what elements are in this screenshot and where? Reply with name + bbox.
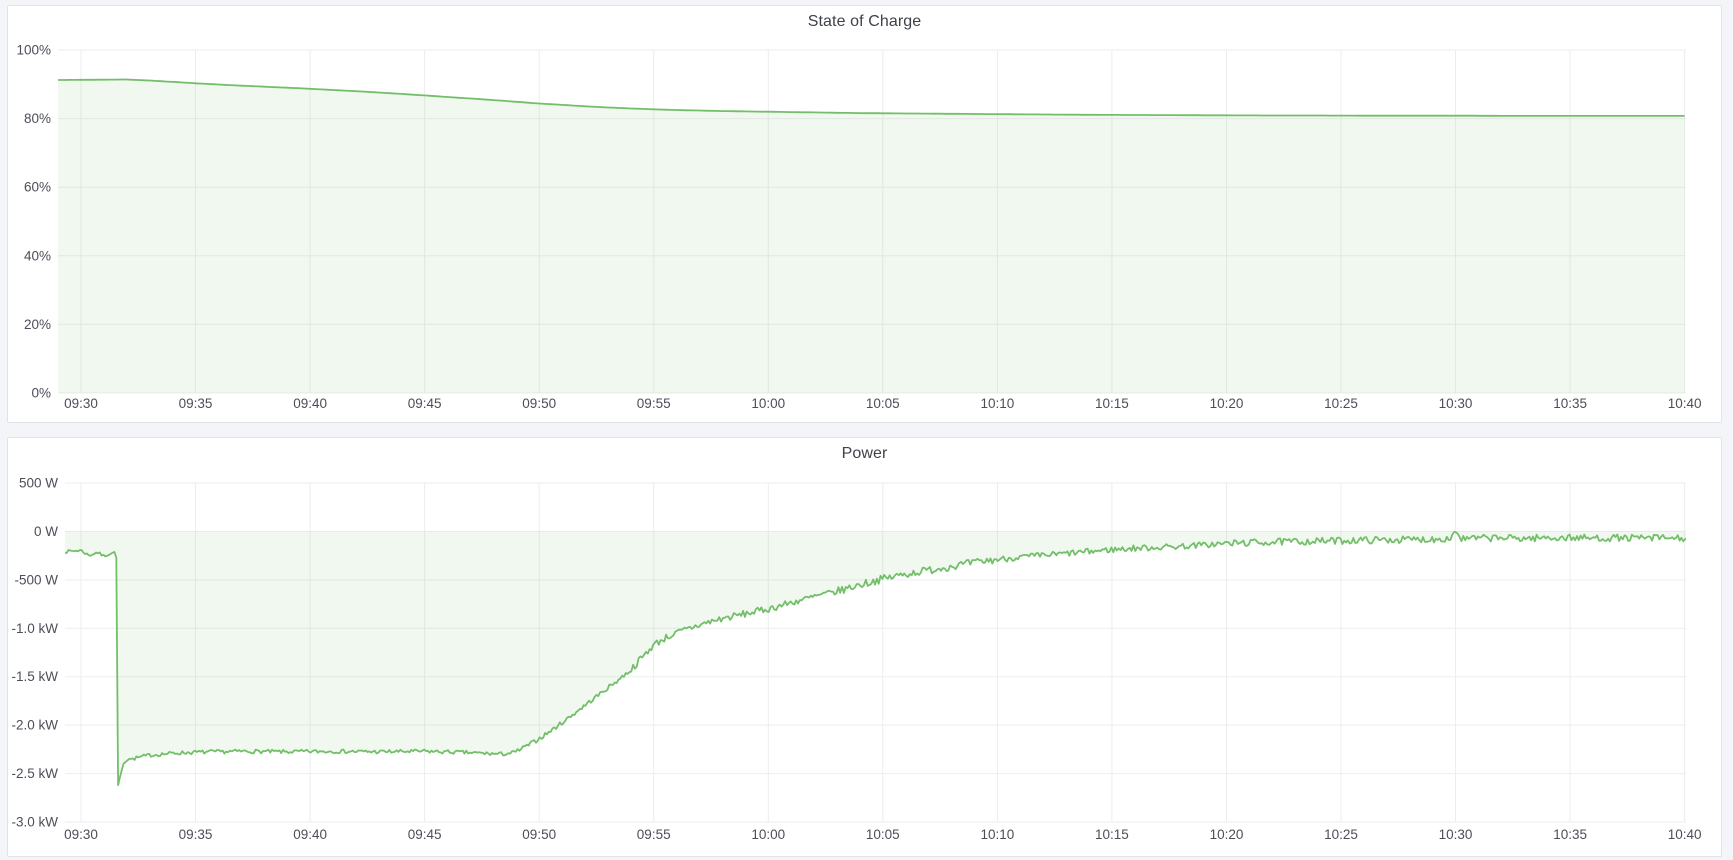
svg-text:09:45: 09:45	[408, 827, 442, 842]
svg-text:-2.0 kW: -2.0 kW	[11, 718, 58, 733]
svg-text:10:20: 10:20	[1210, 827, 1244, 842]
svg-text:09:35: 09:35	[179, 827, 213, 842]
svg-text:09:40: 09:40	[293, 827, 327, 842]
svg-text:10:40: 10:40	[1668, 396, 1702, 411]
svg-text:10:35: 10:35	[1553, 396, 1587, 411]
y-gridlines	[65, 482, 1686, 823]
svg-text:10:10: 10:10	[981, 827, 1015, 842]
svg-text:10:25: 10:25	[1324, 396, 1358, 411]
x-tick-labels: 09:30 09:35 09:40 09:45 09:50 09:55 10:00 10:05…	[64, 396, 1701, 411]
y-gridlines	[58, 49, 1686, 394]
svg-text:-1.0 kW: -1.0 kW	[11, 621, 58, 636]
svg-text:10:00: 10:00	[751, 396, 785, 411]
svg-text:10:15: 10:15	[1095, 827, 1129, 842]
x-gridlines	[80, 50, 1686, 393]
svg-text:-500 W: -500 W	[14, 572, 58, 587]
svg-text:10:35: 10:35	[1553, 827, 1587, 842]
svg-text:10:30: 10:30	[1439, 396, 1473, 411]
svg-text:20%: 20%	[24, 317, 51, 332]
power-chart[interactable]: 500 W 0 W -500 W -1.0 kW -1.5 kW -2.0 kW -2.5 …	[8, 438, 1721, 856]
svg-text:09:35: 09:35	[179, 396, 213, 411]
svg-text:10:00: 10:00	[751, 827, 785, 842]
panel-title-state-of-charge[interactable]: State of Charge	[807, 13, 922, 30]
svg-text:09:55: 09:55	[637, 827, 671, 842]
x-tick-labels: 09:30 09:35 09:40 09:45 09:50 09:55 10:00 10:05…	[64, 827, 1701, 842]
svg-text:0 W: 0 W	[34, 524, 58, 539]
svg-text:09:50: 09:50	[522, 827, 556, 842]
svg-text:0%: 0%	[31, 386, 51, 401]
panel-power: Power 500 W 0 W -500 W -1.0 kW -1.5 kW -2.0 k…	[7, 437, 1722, 857]
svg-text:10:25: 10:25	[1324, 827, 1358, 842]
svg-text:500 W: 500 W	[19, 476, 58, 491]
series-line	[65, 531, 1686, 787]
x-gridlines	[80, 483, 1686, 822]
svg-text:100%: 100%	[16, 43, 51, 58]
svg-text:60%: 60%	[24, 180, 51, 195]
svg-text:10:10: 10:10	[981, 396, 1015, 411]
svg-text:09:30: 09:30	[64, 396, 98, 411]
series-area	[65, 531, 1686, 786]
y-tick-labels: 100% 80% 60% 40% 20% 0%	[16, 43, 51, 401]
svg-text:09:50: 09:50	[522, 396, 556, 411]
svg-text:-1.5 kW: -1.5 kW	[11, 669, 58, 684]
series-line	[58, 78, 1685, 117]
state-of-charge-chart[interactable]: 100%80%60%40%20%0%09:30 09:35 09:40 09:45 09…	[8, 6, 1721, 422]
svg-text:-3.0 kW: -3.0 kW	[11, 815, 58, 830]
svg-text:10:05: 10:05	[866, 827, 900, 842]
series-area	[58, 79, 1685, 393]
svg-text:09:30: 09:30	[64, 827, 98, 842]
svg-text:10:20: 10:20	[1210, 396, 1244, 411]
svg-text:10:05: 10:05	[866, 396, 900, 411]
y-tick-labels: 500 W 0 W -500 W -1.0 kW -1.5 kW -2.0 kW -2.5 …	[11, 476, 58, 830]
svg-text:80%: 80%	[24, 111, 51, 126]
svg-text:09:45: 09:45	[408, 396, 442, 411]
svg-text:10:15: 10:15	[1095, 396, 1129, 411]
svg-text:09:55: 09:55	[637, 396, 671, 411]
svg-text:-2.5 kW: -2.5 kW	[11, 766, 58, 781]
svg-text:40%: 40%	[24, 248, 51, 263]
svg-text:10:40: 10:40	[1668, 827, 1702, 842]
svg-text:10:30: 10:30	[1439, 827, 1473, 842]
panel-title-power[interactable]: Power	[841, 445, 888, 462]
panel-state-of-charge: State of Charge 100% 80% 60% 40% 20% 0% 09:30 0…	[7, 5, 1722, 423]
svg-text:09:40: 09:40	[293, 396, 327, 411]
